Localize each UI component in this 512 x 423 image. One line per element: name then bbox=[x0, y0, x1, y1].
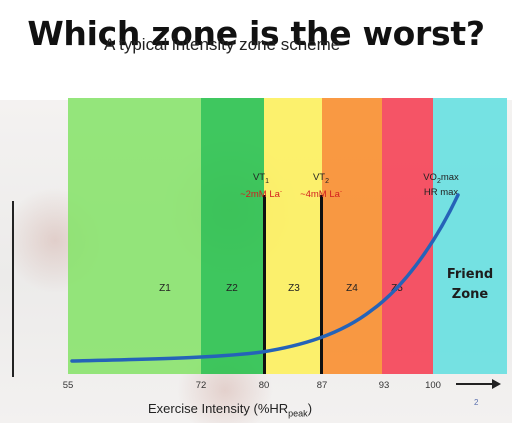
vo2max-marker: VO2max HR max bbox=[423, 172, 459, 198]
friend-zone-label: Friend Zone bbox=[446, 267, 494, 302]
x-axis-arrow-line bbox=[456, 383, 494, 385]
zone-z3-label: Z3 bbox=[288, 283, 300, 294]
meme-title: Which zone is the worst? bbox=[27, 14, 485, 53]
vt1-line bbox=[263, 195, 266, 374]
x-axis-arrowhead bbox=[492, 379, 501, 389]
zone-z2-band bbox=[201, 98, 264, 374]
vt1-marker: VT1 ~2mM La- bbox=[240, 172, 282, 201]
zone-z1-band bbox=[68, 98, 201, 374]
tick-100: 100 bbox=[425, 380, 441, 391]
zone-z3-band bbox=[264, 98, 322, 374]
zone-z2-label: Z2 bbox=[226, 283, 238, 294]
slide-number: 2 bbox=[474, 398, 479, 407]
lactate-curve bbox=[70, 193, 460, 363]
y-axis bbox=[12, 201, 14, 377]
zone-z4-band bbox=[322, 98, 382, 374]
zone-z1-label: Z1 bbox=[159, 283, 171, 294]
zone-z5-band bbox=[382, 98, 433, 374]
tick-72: 72 bbox=[195, 380, 207, 391]
friend-zone-band bbox=[433, 98, 507, 374]
tick-55: 55 bbox=[62, 380, 74, 391]
x-axis-label: Exercise Intensity (%HRpeak) bbox=[148, 401, 313, 419]
zone-z4-label: Z4 bbox=[346, 283, 358, 294]
tick-93: 93 bbox=[378, 380, 390, 391]
tick-80: 80 bbox=[258, 380, 270, 391]
vt2-marker: VT2 ~4mM La- bbox=[300, 172, 342, 201]
slide-title: A typical intensity zone scheme bbox=[104, 35, 341, 54]
tick-87: 87 bbox=[316, 380, 328, 391]
vt2-line bbox=[320, 195, 323, 374]
